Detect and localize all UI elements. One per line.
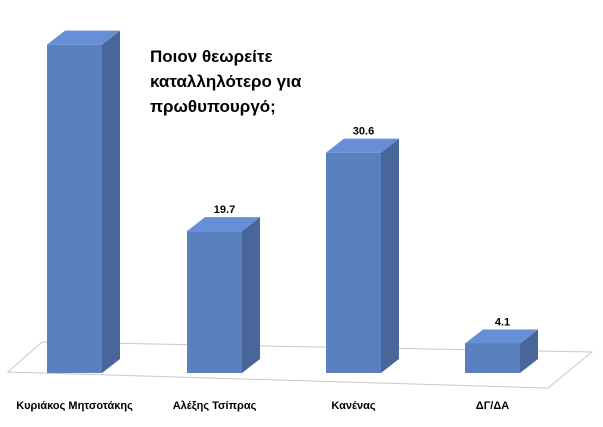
bar-side [102, 30, 120, 374]
bar-top [47, 30, 120, 45]
x-tick-label: Αλέξης Τσίπρας [173, 400, 257, 412]
chart-title: Ποιον θεωρείτε καταλληλότερο για πρωθυπουρ… [150, 47, 302, 116]
x-tick-label: Κανένας [331, 400, 375, 412]
bar-side [520, 329, 538, 373]
value-label: 30.6 [353, 126, 374, 138]
title-line: καταλληλότερο για [150, 72, 302, 91]
bar-top [187, 217, 260, 232]
bar [465, 343, 520, 373]
bar-top [326, 138, 399, 153]
x-tick-label: ΔΓ/ΔΑ [476, 400, 509, 412]
title-line: πρωθυπουργό; [150, 97, 276, 116]
x-tick-label: Κυριάκος Μητσοτάκης [16, 400, 133, 412]
bar [47, 44, 102, 374]
bar [187, 231, 242, 373]
bar-side [381, 138, 399, 373]
value-label: 4.1 [495, 316, 510, 328]
title-line: Ποιον θεωρείτε [150, 47, 273, 66]
bar-side [242, 217, 260, 373]
bar-top [465, 329, 538, 344]
floor [6, 341, 594, 389]
bar [326, 152, 381, 373]
value-label: 19.7 [214, 204, 235, 216]
